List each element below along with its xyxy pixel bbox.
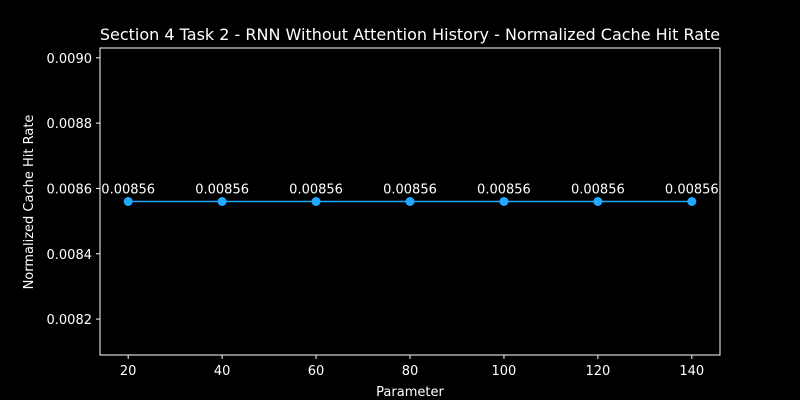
data-point bbox=[593, 197, 603, 206]
data-point bbox=[687, 197, 697, 206]
x-tick-label: 20 bbox=[120, 364, 137, 379]
data-label: 0.00856 bbox=[665, 183, 719, 198]
x-tick-label: 140 bbox=[679, 364, 704, 379]
data-point bbox=[217, 197, 227, 206]
y-tick-label: 0.0082 bbox=[47, 313, 93, 328]
y-tick-label: 0.0086 bbox=[47, 182, 93, 197]
data-label: 0.00856 bbox=[101, 183, 155, 198]
x-tick-label: 100 bbox=[492, 364, 517, 379]
x-tick-label: 120 bbox=[585, 364, 610, 379]
y-tick-label: 0.0090 bbox=[47, 52, 93, 67]
data-point bbox=[405, 197, 415, 206]
chart-title: Section 4 Task 2 - RNN Without Attention… bbox=[100, 25, 720, 44]
data-point bbox=[123, 197, 133, 206]
data-label: 0.00856 bbox=[571, 183, 625, 198]
y-tick-label: 0.0088 bbox=[47, 117, 93, 132]
series-layer: 0.00856 0.00856 0.00856 0.00856 0.00856 0.008… bbox=[101, 183, 719, 206]
x-tick-label: 40 bbox=[214, 364, 231, 379]
y-tick-label: 0.0084 bbox=[47, 248, 93, 263]
y-axis-label: Normalized Cache Hit Rate bbox=[22, 115, 37, 290]
data-point bbox=[311, 197, 321, 206]
y-axis: 0.0082 0.0084 0.0086 0.0088 0.0090 bbox=[47, 52, 100, 328]
data-label: 0.00856 bbox=[289, 183, 343, 198]
x-tick-label: 60 bbox=[308, 364, 325, 379]
data-label: 0.00856 bbox=[195, 183, 249, 198]
data-point bbox=[499, 197, 509, 206]
x-axis: 20 40 60 80 100 120 140 bbox=[120, 355, 704, 379]
data-label: 0.00856 bbox=[477, 183, 531, 198]
x-tick-label: 80 bbox=[402, 364, 419, 379]
x-axis-label: Parameter bbox=[376, 385, 444, 400]
data-label: 0.00856 bbox=[383, 183, 437, 198]
